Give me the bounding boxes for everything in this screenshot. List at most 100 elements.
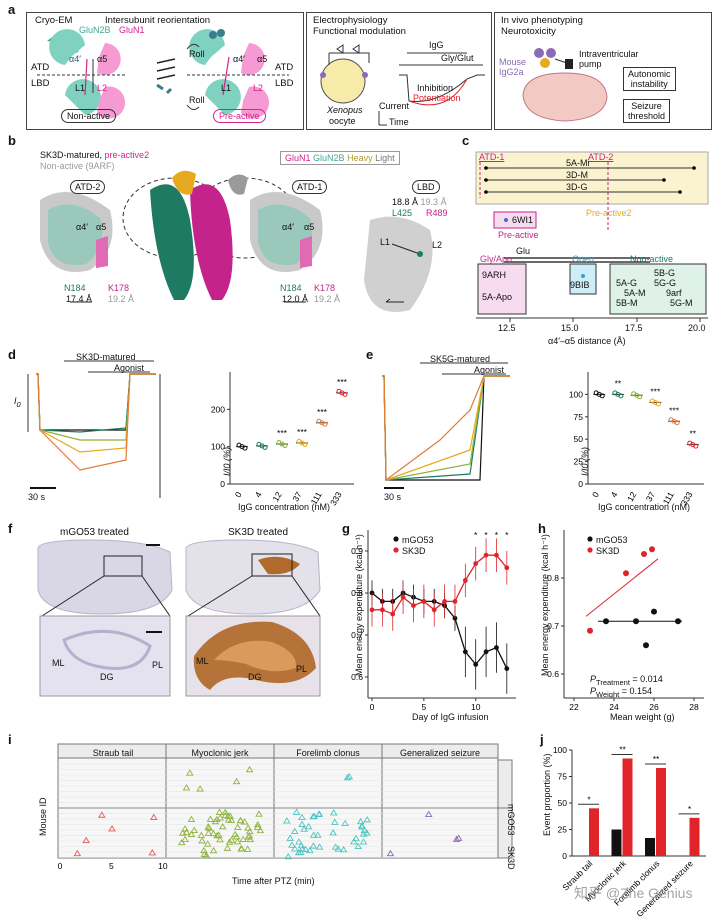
e-plot-xtick-label-3: 37 xyxy=(644,490,658,503)
g-star-2: * xyxy=(495,530,499,540)
e-plot-ytick-label-4: 100 xyxy=(569,389,583,399)
panel-a-invivo-box: In vivo phenotyping Neurotoxicity Mouse … xyxy=(494,12,712,130)
b-k178-left: K178 xyxy=(108,283,130,293)
panel-label-c: c xyxy=(462,133,470,148)
g-star-3: * xyxy=(505,530,509,540)
invivo-subtitle: Neurotoxicity xyxy=(501,26,556,37)
c-9bib: 9BIB xyxy=(570,280,590,290)
roll-label-bottom: Roll xyxy=(189,95,205,105)
outcome-seizure: Seizure threshold xyxy=(623,99,671,123)
i-event-1-60 xyxy=(255,810,263,817)
j-bar-1-3 xyxy=(689,817,700,856)
panel-label-a: a xyxy=(8,2,16,17)
g-point-1-8 xyxy=(452,599,458,604)
i-event-1-14 xyxy=(256,826,265,834)
i-event-2-27 xyxy=(304,822,313,830)
i-event-1-25 xyxy=(244,824,252,831)
i-event-1-27 xyxy=(181,835,189,843)
i-event-1-44 xyxy=(221,808,230,815)
e-plot-ytick-label-0: 0 xyxy=(578,479,583,489)
h-ytick-label-0: 0.6 xyxy=(547,669,559,679)
j-ytick-label-0: 0 xyxy=(562,851,567,861)
outcome-autonomic-1: Autonomic xyxy=(628,69,671,79)
j-ytick-label-4: 100 xyxy=(553,745,567,755)
i-event-0-0 xyxy=(148,849,157,856)
i-event-2-34 xyxy=(295,838,303,845)
atd-label-right: ATD xyxy=(275,62,294,73)
i-event-1-59 xyxy=(216,814,224,821)
b-legend-light: Light xyxy=(375,153,395,163)
g-point-1-4 xyxy=(411,603,416,608)
g-legend-mark-2 xyxy=(393,547,399,553)
b-lbd-dist-2: 19.3 Å xyxy=(420,197,447,207)
g-xtick-label-1: 5 xyxy=(421,702,426,712)
e-plot-ytick-label-2: 50 xyxy=(574,434,584,444)
e-plot-ytick-label-3: 75 xyxy=(574,412,584,422)
h-xtick-label-3: 28 xyxy=(689,702,699,712)
l2-label-right: L2 xyxy=(253,83,264,93)
glyglut-label: Gly/Glut xyxy=(441,53,474,63)
c-xtick-2: 15.0 xyxy=(561,323,579,333)
alpha4-label-right: α4′ xyxy=(233,54,245,64)
d-plot-xtick-label-0: 0 xyxy=(233,490,244,499)
g-ytick-label-1: 0.7 xyxy=(351,630,363,640)
g-point-1-3 xyxy=(400,594,406,600)
i-event-2-33 xyxy=(315,843,324,850)
glun2b-label: GluN2B xyxy=(79,25,111,35)
e-plot-sig-5: ** xyxy=(689,429,696,439)
g-point-1-7 xyxy=(442,599,447,604)
b-alpha5-right: α5 xyxy=(304,222,315,232)
i-event-2-14 xyxy=(309,812,317,820)
i-event-2-42 xyxy=(283,817,291,824)
g-star-1: * xyxy=(484,530,488,540)
f-pl-right: PL xyxy=(296,664,308,674)
h-legend-mark-2 xyxy=(587,547,593,553)
igg-label: IgG xyxy=(429,40,444,50)
h-stat1-sub: Treatment xyxy=(596,677,630,687)
i-event-2-28 xyxy=(358,823,366,830)
h-fit-sk3d xyxy=(585,558,659,617)
watermark: 知乎 @Zhe Genius xyxy=(574,885,693,901)
b-l425: L425 xyxy=(392,208,413,218)
i-event-1-21 xyxy=(182,828,191,836)
h-stat1-p: P xyxy=(590,674,597,684)
panel-label-b: b xyxy=(8,133,16,148)
f-ml-left: ML xyxy=(52,658,65,668)
d-i0: I xyxy=(14,396,17,406)
c-na-1: 5B-G xyxy=(654,268,676,278)
i-event-1-30 xyxy=(206,815,215,822)
i-event-1-12 xyxy=(233,838,242,845)
g-point-1-11 xyxy=(483,552,489,558)
j-sig-3: * xyxy=(688,804,692,814)
g-xtick-label-2: 10 xyxy=(471,702,481,712)
g-legend-mark-1 xyxy=(393,536,399,542)
e-legend-1: SK5G-matured xyxy=(430,354,491,364)
i-event-1-43 xyxy=(224,816,233,823)
c-na-6: 5B-M xyxy=(616,298,638,308)
h-point-0-0 xyxy=(603,618,609,625)
lbd-label-right: LBD xyxy=(275,78,294,89)
i-event-1-54 xyxy=(218,822,227,830)
i-event-2-31 xyxy=(298,820,306,827)
i-event-2-21 xyxy=(309,831,318,838)
e-plot-sig-1: ** xyxy=(615,378,622,388)
i-event-2-38 xyxy=(288,841,296,848)
glun1-label: GluN1 xyxy=(119,25,145,35)
f-left-title: mGO53 treated xyxy=(60,527,129,538)
i-event-3-0 xyxy=(452,835,461,842)
b-subunit-legend: GluN1 GluN2B Heavy Light xyxy=(280,151,400,165)
h-stat-weight: PWeight = 0.154 xyxy=(590,686,652,700)
igg2a-label: IgG2a xyxy=(499,67,524,77)
g-point-0-12 xyxy=(494,645,499,650)
j-ytick-label-1: 25 xyxy=(558,825,568,835)
g-point-1-5 xyxy=(421,599,427,604)
i-event-2-6 xyxy=(284,852,293,860)
i-event-0-1 xyxy=(98,811,106,818)
d-plot-ytick-label-1: 100 xyxy=(211,442,225,452)
g-point-0-9 xyxy=(462,649,468,655)
b-atd1-badge: ATD-1 xyxy=(292,180,328,194)
b-legend-glun2b: GluN2B xyxy=(313,153,345,163)
h-stat1-val: = 0.014 xyxy=(629,674,663,684)
